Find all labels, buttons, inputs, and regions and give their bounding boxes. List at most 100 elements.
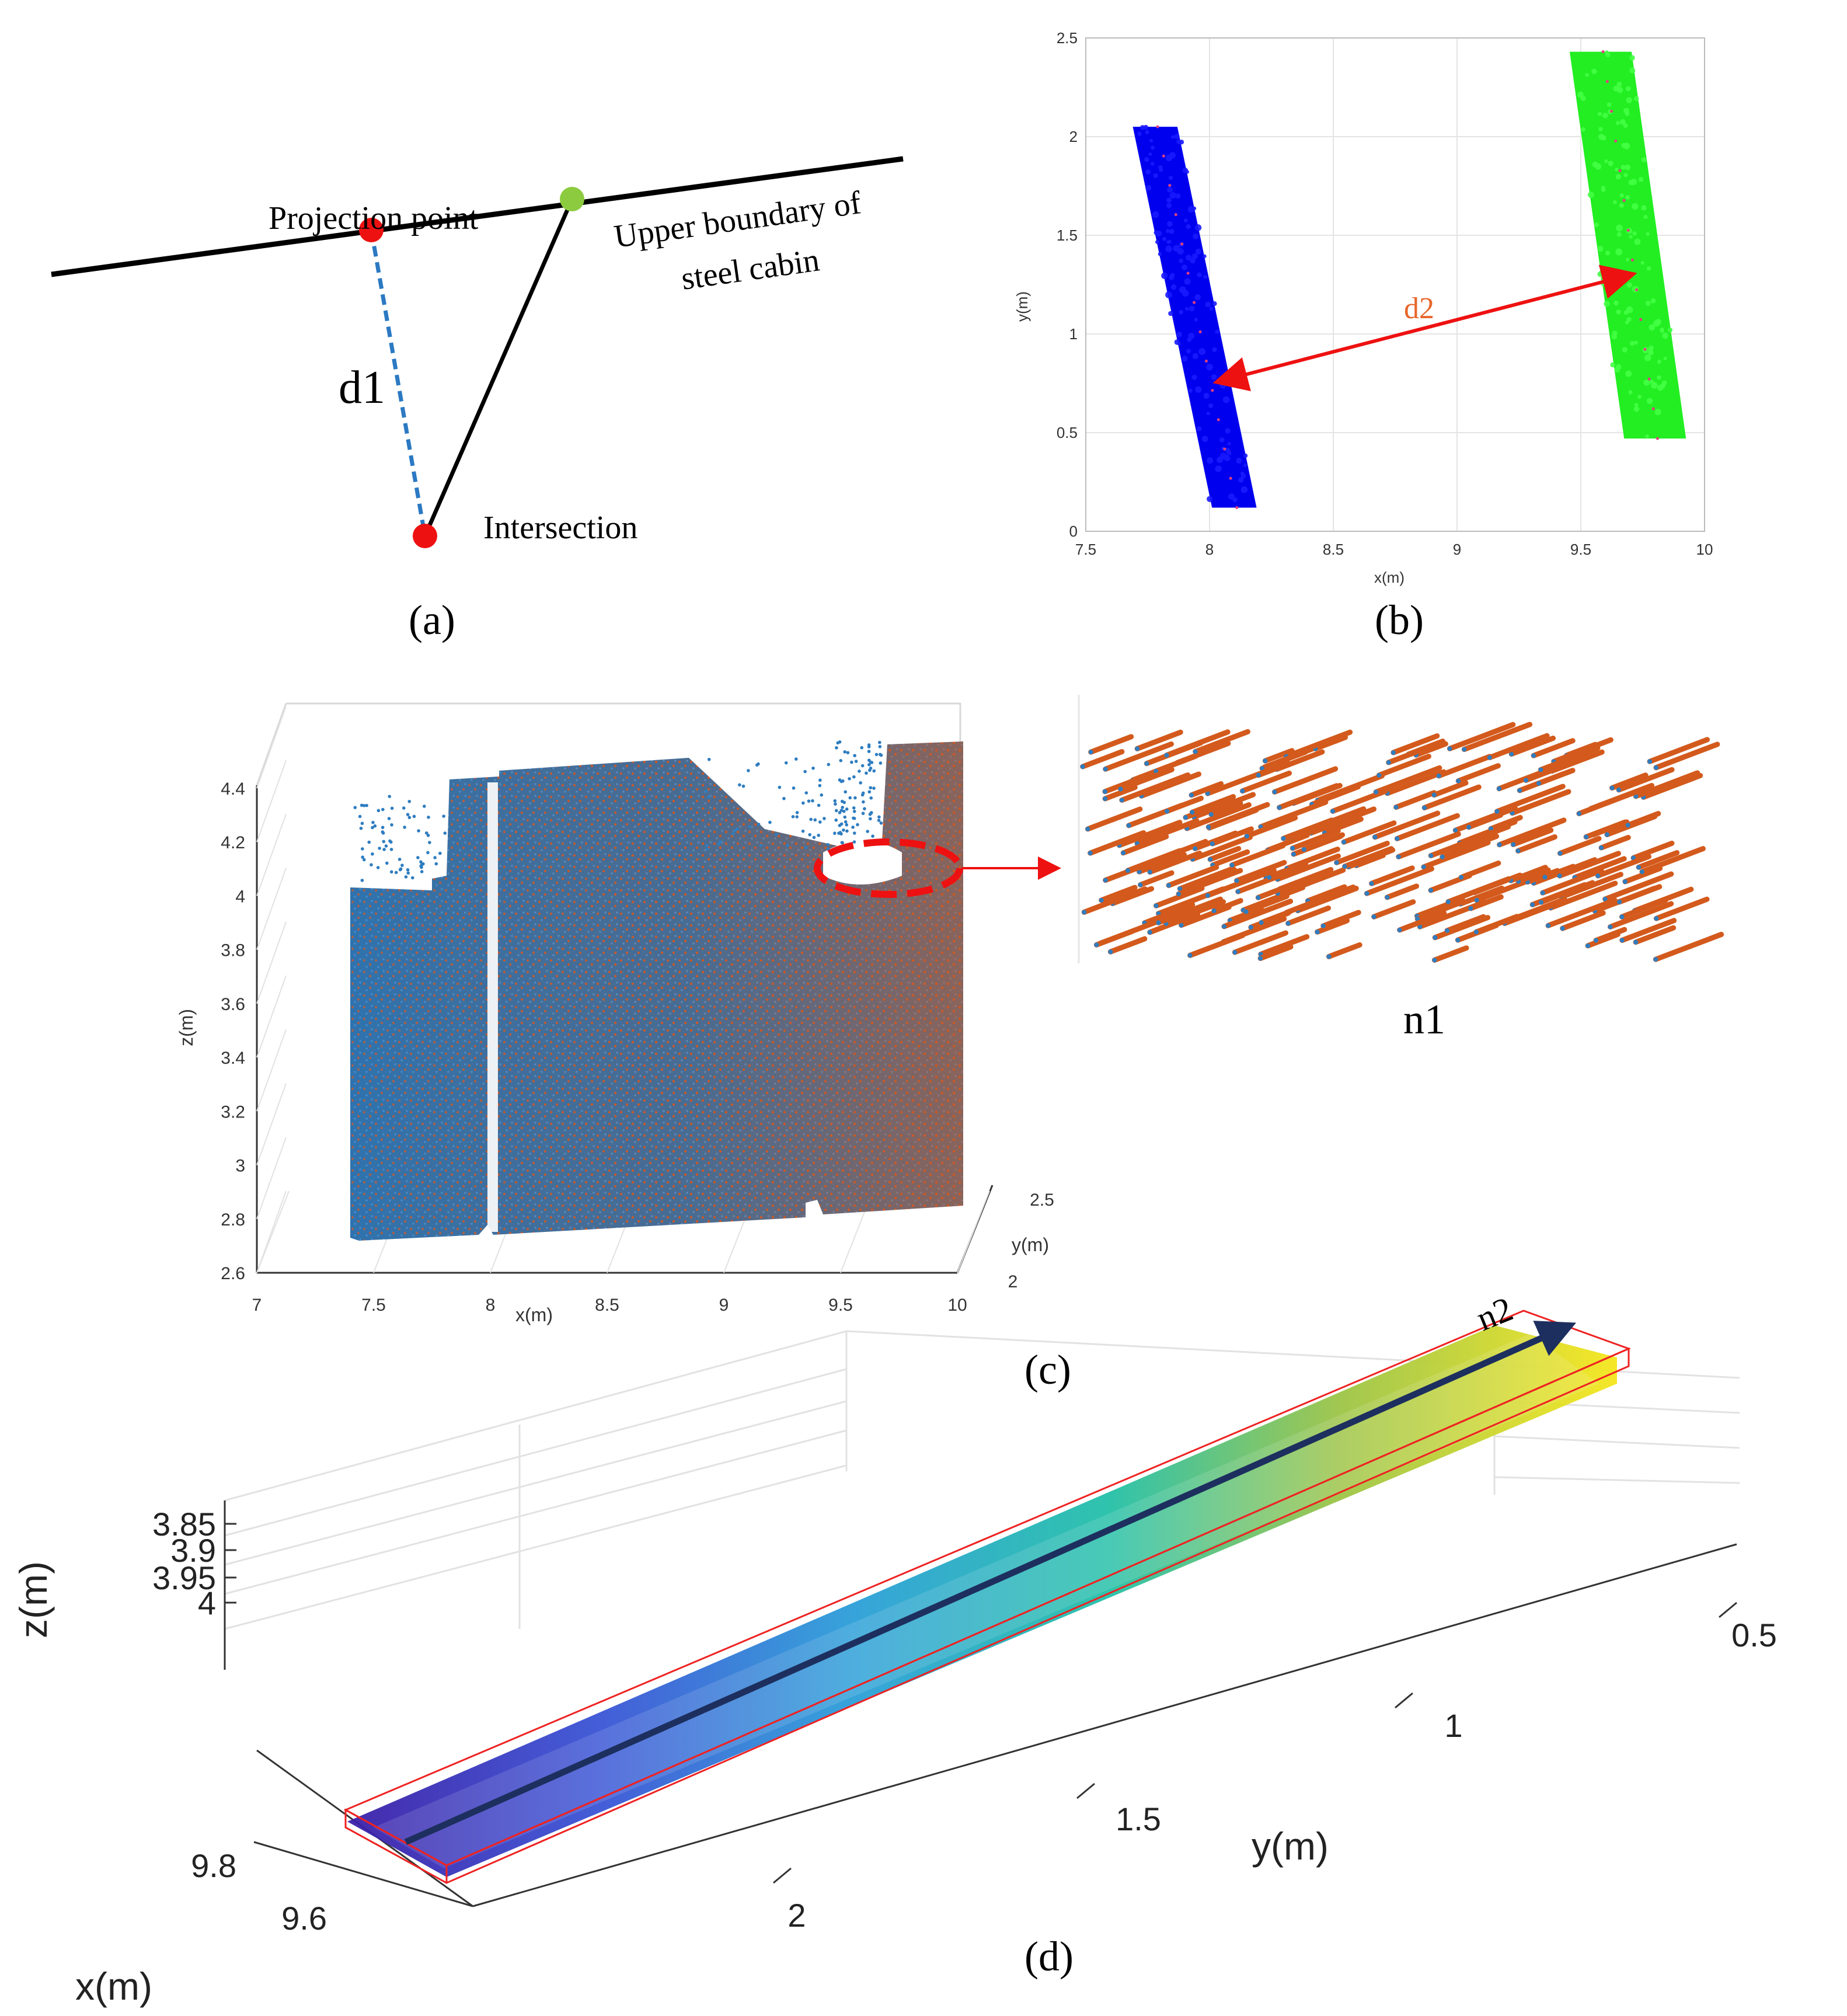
beam-point-cloud: [347, 1325, 1617, 1877]
sparse-point: [804, 791, 809, 795]
panel-c-gridline-z: [256, 975, 287, 1058]
normal-vector: [1326, 942, 1362, 959]
sparse-point: [792, 786, 796, 790]
sparse-point: [791, 815, 795, 819]
sparse-point: [705, 789, 708, 793]
cluster-point: [1616, 224, 1623, 232]
normal-vector: [1190, 834, 1253, 862]
sparse-point: [842, 800, 846, 805]
normal-origin: [1099, 897, 1104, 903]
sparse-point: [421, 862, 425, 866]
cluster-point: [1186, 255, 1192, 261]
boundary-point-marker: [560, 187, 584, 211]
normal-origin: [1164, 753, 1169, 758]
point-cloud-shading: [350, 741, 963, 1241]
normal-origin: [1557, 851, 1563, 856]
normal-origin: [1248, 925, 1253, 930]
sparse-point: [869, 786, 873, 790]
normal-origin: [1456, 778, 1461, 784]
cluster-point: [1193, 233, 1199, 239]
normal-vector: [1210, 826, 1254, 847]
sparse-point: [878, 740, 881, 744]
panel-d-caption: (d): [1024, 1933, 1074, 1980]
normal-origin: [1138, 882, 1143, 887]
normal-origin: [1546, 923, 1551, 928]
normal-origin: [1560, 926, 1565, 931]
sparse-point: [359, 826, 363, 830]
normal-vector: [1283, 729, 1353, 760]
normal-vector: [1187, 932, 1246, 958]
cluster-point: [1630, 179, 1637, 186]
cluster-point: [1601, 186, 1605, 190]
sparse-point: [818, 820, 822, 824]
sparse-point: [853, 796, 857, 800]
centerline-point: [1156, 125, 1159, 128]
sparse-point: [748, 825, 752, 828]
panel-c-xtick: 8: [486, 1296, 496, 1315]
panel-d-ylabel: y(m): [1252, 1825, 1329, 1868]
normal-vector: [1373, 765, 1442, 795]
normal-origin: [1530, 902, 1535, 907]
d1-dashed-line: [369, 229, 427, 537]
normal-vector: [1538, 745, 1601, 772]
panel-c-gridline-z: [256, 1029, 287, 1112]
panel-b-ytick: 1.5: [1057, 227, 1078, 244]
normal-origin: [1259, 920, 1264, 925]
panel-c-xtick: 7: [252, 1296, 262, 1315]
sparse-point: [838, 811, 842, 814]
normal-vector: [1625, 810, 1661, 828]
sparse-point: [838, 778, 842, 782]
cluster-point: [1207, 496, 1213, 502]
normal-origin: [1538, 900, 1543, 905]
sparse-point: [838, 740, 842, 744]
normal-origin: [1595, 873, 1601, 879]
sparse-point: [747, 769, 750, 772]
sparse-point: [851, 826, 855, 829]
normal-origin: [1153, 903, 1159, 908]
normal-origin: [1183, 815, 1188, 820]
cluster-point: [1166, 197, 1172, 203]
cluster-point: [1616, 309, 1621, 315]
sparse-point: [879, 761, 883, 765]
intersection-point-marker: [413, 524, 437, 548]
normal-vector: [1431, 780, 1469, 798]
sparse-point: [834, 809, 838, 813]
normal-origin: [1177, 886, 1183, 892]
sparse-point: [381, 830, 385, 834]
cluster-point: [1597, 112, 1602, 116]
sparse-point: [852, 809, 856, 813]
cluster-point: [1228, 493, 1235, 500]
normal-origin: [1210, 841, 1215, 847]
sparse-point: [406, 871, 410, 875]
normal-origin: [1190, 810, 1195, 815]
normal-vector: [1210, 849, 1250, 868]
normal-origin: [1290, 845, 1295, 851]
sparse-point: [757, 762, 760, 766]
sparse-point: [869, 796, 873, 800]
cluster-point: [1649, 324, 1656, 331]
normal-vector: [1633, 925, 1677, 945]
cluster-green: [1569, 51, 1686, 439]
centerline-point: [1211, 389, 1214, 392]
sparse-point: [419, 860, 423, 864]
cluster-point: [1208, 403, 1214, 409]
sparse-point: [385, 861, 389, 865]
normal-vector: [1243, 893, 1290, 915]
normal-origin: [1342, 863, 1347, 869]
cluster-point: [1646, 266, 1651, 271]
normal-vector: [1120, 834, 1169, 856]
normal-origin: [1179, 922, 1184, 928]
centerline-point: [1601, 50, 1605, 54]
sparse-point: [840, 841, 844, 844]
cluster-point: [1604, 301, 1610, 307]
normal-origin: [1256, 772, 1261, 778]
normal-origin: [1147, 869, 1152, 875]
normal-vector: [1545, 897, 1618, 928]
normal-origin: [1372, 834, 1378, 840]
normal-vector: [1458, 860, 1501, 880]
cluster-point: [1623, 107, 1629, 114]
cluster-point: [1657, 360, 1661, 364]
sparse-point: [443, 831, 447, 835]
normal-vector: [1616, 767, 1675, 793]
panel-b-xlabel: x(m): [1374, 569, 1405, 586]
